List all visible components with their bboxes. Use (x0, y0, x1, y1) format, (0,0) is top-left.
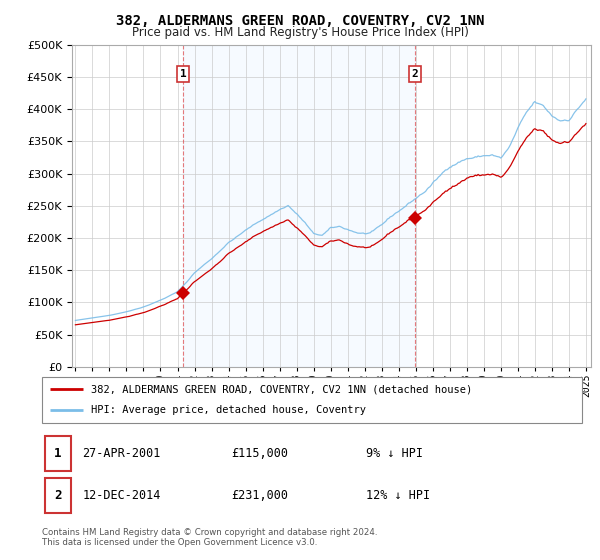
Text: Price paid vs. HM Land Registry's House Price Index (HPI): Price paid vs. HM Land Registry's House … (131, 26, 469, 39)
Text: 9% ↓ HPI: 9% ↓ HPI (366, 447, 423, 460)
Text: 12-DEC-2014: 12-DEC-2014 (83, 489, 161, 502)
Bar (183, 45, 415, 367)
Text: 27-APR-2001: 27-APR-2001 (83, 447, 161, 460)
FancyBboxPatch shape (45, 436, 71, 471)
FancyBboxPatch shape (42, 377, 582, 423)
Text: 12% ↓ HPI: 12% ↓ HPI (366, 489, 430, 502)
Text: HPI: Average price, detached house, Coventry: HPI: Average price, detached house, Cove… (91, 405, 365, 416)
Text: 2: 2 (54, 489, 61, 502)
FancyBboxPatch shape (45, 478, 71, 514)
Text: £115,000: £115,000 (231, 447, 288, 460)
Text: 382, ALDERMANS GREEN ROAD, COVENTRY, CV2 1NN (detached house): 382, ALDERMANS GREEN ROAD, COVENTRY, CV2… (91, 384, 472, 394)
Text: 382, ALDERMANS GREEN ROAD, COVENTRY, CV2 1NN: 382, ALDERMANS GREEN ROAD, COVENTRY, CV2… (116, 14, 484, 28)
Text: 1: 1 (179, 69, 187, 79)
Text: 2: 2 (412, 69, 418, 79)
Text: Contains HM Land Registry data © Crown copyright and database right 2024.
This d: Contains HM Land Registry data © Crown c… (42, 528, 377, 547)
Text: 1: 1 (54, 447, 61, 460)
Text: £231,000: £231,000 (231, 489, 288, 502)
